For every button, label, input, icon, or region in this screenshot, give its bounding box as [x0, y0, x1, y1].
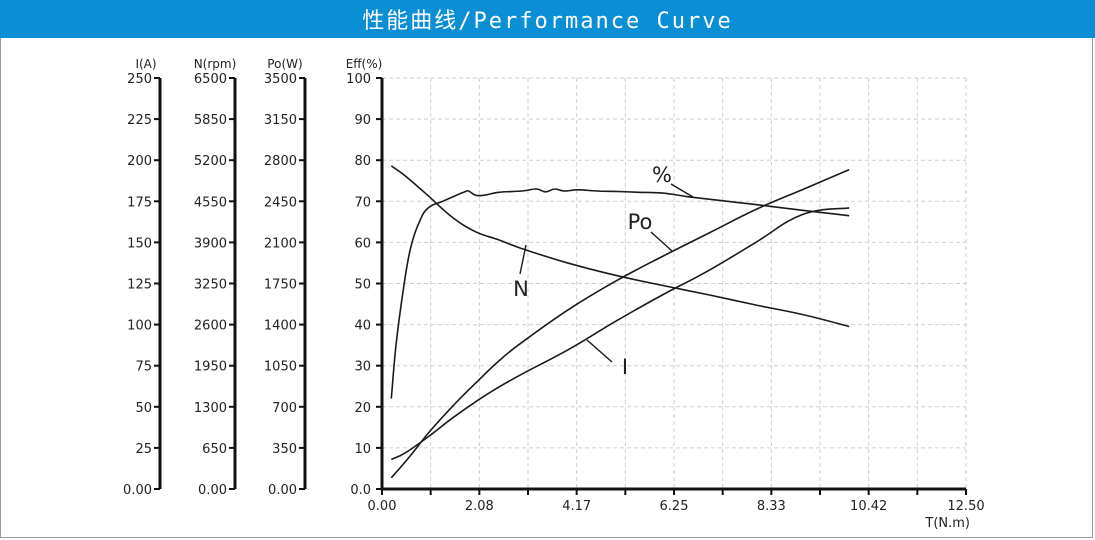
labels-layer: % Po N I — [513, 163, 694, 379]
y-tick-label: 700 — [272, 401, 297, 416]
y-tick-label: 250 — [127, 72, 152, 87]
y-tick-label: 0.0 — [350, 483, 371, 498]
y-tick-label: 2100 — [264, 236, 297, 251]
y-axis-label: Po(W) — [267, 57, 302, 71]
y-tick-label: 30 — [354, 360, 371, 375]
y-tick-label: 150 — [127, 236, 152, 251]
y-tick-label: 50 — [135, 401, 152, 416]
x-axis-label: T(N.m) — [924, 516, 970, 531]
y-tick-label: 0.00 — [123, 483, 152, 498]
current-curve — [390, 207, 850, 461]
x-tick-label: 4.17 — [562, 499, 591, 514]
y-tick-label: 70 — [354, 195, 371, 210]
curve-label: I — [622, 355, 628, 379]
y-tick-label: 5200 — [194, 154, 227, 169]
axes-layer: I(A)250 225 200 175 150 125 100 75 50 25 0.00 N(rpm… — [123, 57, 985, 531]
y-tick-label: 0.00 — [268, 483, 297, 498]
y-tick-label: 100 — [127, 319, 152, 334]
y-tick-label: 200 — [127, 154, 152, 169]
y-axis-label: N(rpm) — [194, 57, 237, 71]
power-curve — [390, 168, 850, 479]
y-tick-label: 6500 — [194, 72, 227, 87]
y-tick-label: 75 — [135, 360, 152, 375]
curve-leader-line — [519, 244, 527, 275]
y-tick-label: 350 — [272, 442, 297, 457]
x-tick-label: 8.33 — [757, 499, 786, 514]
y-tick-label: 175 — [127, 195, 152, 210]
curve-label: Po — [628, 210, 653, 234]
y-tick-label: 2800 — [264, 154, 297, 169]
y-tick-label: 5850 — [194, 113, 227, 128]
x-tick-label: 12.50 — [947, 499, 984, 514]
grid-layer — [382, 77, 967, 489]
x-tick-label: 10.42 — [850, 499, 887, 514]
y-tick-label: 3900 — [194, 236, 227, 251]
y-tick-label: 60 — [354, 236, 371, 251]
y-tick-label: 225 — [127, 113, 152, 128]
speed-curve — [390, 165, 850, 328]
x-tick-label: 0.00 — [368, 499, 397, 514]
y-tick-label: 1750 — [264, 278, 297, 293]
title-bar: 性能曲线/Performance Curve — [0, 0, 1095, 38]
y-tick-label: 25 — [135, 442, 152, 457]
y-tick-label: 3150 — [264, 113, 297, 128]
curve-label: N — [513, 277, 529, 301]
y-tick-label: 40 — [354, 319, 371, 334]
y-tick-label: 3500 — [264, 72, 297, 87]
y-tick-label: 3250 — [194, 278, 227, 293]
y-tick-label: 1050 — [264, 360, 297, 375]
y-axis-label: Eff(%) — [346, 57, 383, 71]
curves-layer — [390, 165, 850, 479]
y-tick-label: 0.00 — [198, 483, 227, 498]
y-tick-label: 2450 — [264, 195, 297, 210]
y-axis-label: I(A) — [135, 57, 156, 71]
chart-title: 性能曲线/Performance Curve — [362, 9, 733, 34]
efficiency-curve — [390, 188, 850, 399]
y-tick-label: 50 — [354, 278, 371, 293]
y-tick-label: 1400 — [264, 319, 297, 334]
y-tick-label: 80 — [354, 154, 371, 169]
x-tick-label: 2.08 — [465, 499, 494, 514]
y-tick-label: 1300 — [194, 401, 227, 416]
y-tick-label: 650 — [202, 442, 227, 457]
curve-leader-line — [586, 339, 613, 363]
y-tick-label: 1950 — [194, 360, 227, 375]
y-tick-label: 2600 — [194, 319, 227, 334]
curve-leader-line — [670, 183, 694, 198]
x-tick-label: 6.25 — [660, 499, 689, 514]
curve-label: % — [652, 163, 672, 187]
curve-leader-line — [650, 231, 673, 252]
y-tick-label: 100 — [346, 72, 371, 87]
y-tick-label: 20 — [354, 401, 371, 416]
y-tick-label: 125 — [127, 278, 152, 293]
y-tick-label: 90 — [354, 113, 371, 128]
y-tick-label: 4550 — [194, 195, 227, 210]
y-tick-label: 10 — [354, 442, 371, 457]
